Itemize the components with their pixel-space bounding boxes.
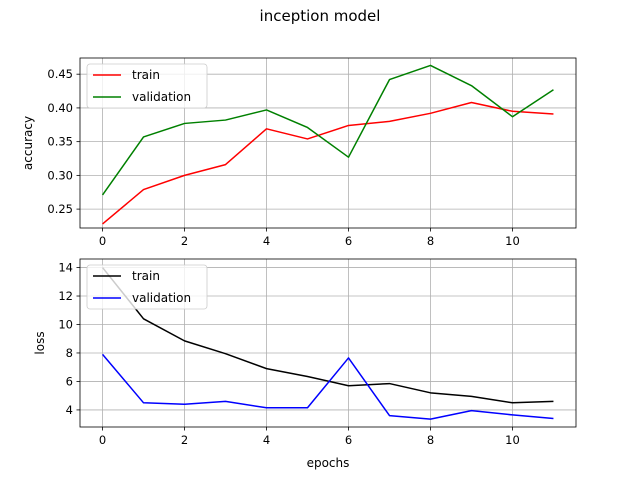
loss-y-tick-label: 10 xyxy=(58,317,73,331)
loss-y-axis-label: loss xyxy=(33,331,47,354)
accuracy-plot-frame xyxy=(79,57,577,229)
loss-y-tick-label: 8 xyxy=(66,346,73,360)
loss-legend-label-validation: validation xyxy=(132,291,191,305)
loss-axes: 0 2 4 6 8 10 4 6 8 10 12 14 train validation xyxy=(58,258,577,447)
accuracy-y-tick-label: 0.25 xyxy=(47,202,73,216)
accuracy-x-tick-label: 4 xyxy=(263,234,270,248)
loss-series-train xyxy=(101,267,554,404)
accuracy-series-train xyxy=(102,101,554,225)
loss-y-tick-label: 4 xyxy=(66,403,73,417)
accuracy-legend-label-train: train xyxy=(132,68,160,82)
accuracy-x-tick-label: 8 xyxy=(427,234,434,248)
accuracy-x-tick-label: 2 xyxy=(181,234,188,248)
accuracy-legend: train validation xyxy=(86,63,208,109)
accuracy-y-tick-label: 0.40 xyxy=(47,101,73,115)
figure-title: inception model xyxy=(260,7,381,25)
loss-series-validation xyxy=(101,353,554,420)
loss-legend: train validation xyxy=(86,264,208,310)
accuracy-series-validation xyxy=(101,64,554,196)
loss-x-tick-label: 2 xyxy=(181,433,188,447)
loss-x-tick-label: 6 xyxy=(345,433,352,447)
accuracy-x-tick-label: 10 xyxy=(505,234,520,248)
loss-legend-label-train: train xyxy=(132,269,160,283)
accuracy-y-tick-label: 0.45 xyxy=(47,67,73,81)
loss-x-tick-label: 0 xyxy=(99,433,106,447)
loss-plot-frame xyxy=(79,258,577,428)
accuracy-y-tick-label: 0.35 xyxy=(47,135,73,149)
loss-y-tick-label: 14 xyxy=(58,261,73,275)
loss-y-tick-label: 6 xyxy=(66,374,73,388)
accuracy-x-tick-label: 0 xyxy=(99,234,106,248)
accuracy-axes: 0 2 4 6 8 10 0.25 0.30 0.35 0.40 0.45 train validati… xyxy=(47,57,577,248)
accuracy-y-axis-label: accuracy xyxy=(21,116,35,170)
accuracy-legend-label-validation: validation xyxy=(132,90,191,104)
loss-x-axis-label: epochs xyxy=(307,456,350,470)
loss-x-tick-label: 8 xyxy=(427,433,434,447)
accuracy-x-tick-label: 6 xyxy=(345,234,352,248)
loss-x-tick-label: 10 xyxy=(505,433,520,447)
loss-x-tick-label: 4 xyxy=(263,433,270,447)
loss-y-tick-label: 12 xyxy=(58,289,73,303)
accuracy-y-tick-label: 0.30 xyxy=(47,168,73,182)
